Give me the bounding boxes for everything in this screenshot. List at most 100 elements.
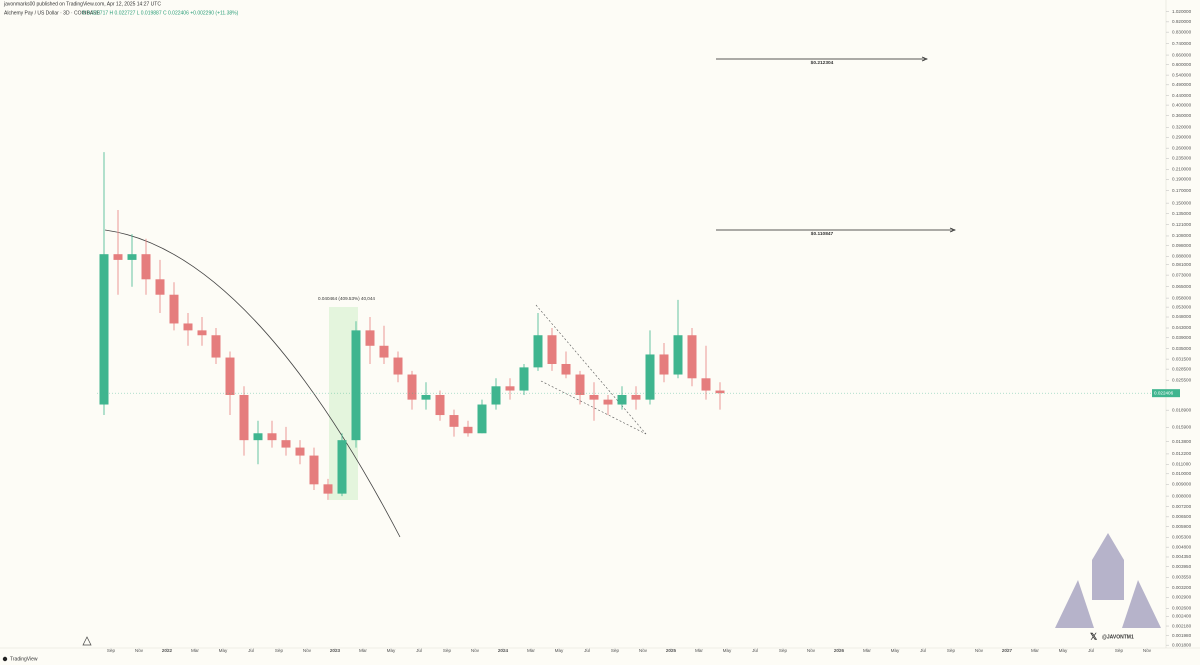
y-tick-label: 0.830000	[1172, 29, 1192, 34]
y-tick-label: 0.005900	[1172, 524, 1192, 529]
candle-body	[561, 363, 571, 375]
y-tick-label: 0.001980	[1172, 633, 1192, 638]
y-tick-label: 0.121000	[1172, 222, 1192, 227]
candle-body	[295, 447, 305, 456]
y-tick-label: 0.290000	[1172, 134, 1192, 139]
candle-body	[449, 415, 459, 427]
y-tick-label: 0.098000	[1172, 243, 1192, 248]
candle-body	[533, 335, 543, 368]
candle-body	[337, 440, 347, 494]
last-price-tag	[1152, 389, 1180, 398]
x-tick-label: May	[219, 648, 228, 653]
y-tick-label: 0.135000	[1172, 211, 1192, 216]
x-tick-label: 2024	[498, 648, 509, 653]
y-tick-label: 0.010000	[1172, 471, 1192, 476]
y-tick-label: 1.020000	[1172, 9, 1192, 14]
drawing-icon	[82, 636, 92, 646]
y-tick-label: 0.170000	[1172, 188, 1192, 193]
candle-body	[435, 394, 445, 416]
y-tick-label: 0.043000	[1172, 325, 1192, 330]
watermark-logo	[1055, 533, 1161, 628]
y-tick-label: 0.002600	[1172, 606, 1192, 611]
x-tick-label: 2023	[330, 648, 341, 653]
candle-body	[477, 404, 487, 434]
y-tick-label: 0.025500	[1172, 377, 1192, 382]
x-tick-label: Mar	[1031, 648, 1039, 653]
y-tick-label: 0.150000	[1172, 200, 1192, 205]
x-tick-label: May	[723, 648, 732, 653]
parabola-curve	[104, 229, 401, 538]
y-tick-label: 0.320000	[1172, 125, 1192, 130]
y-tick-label: 0.058000	[1172, 295, 1192, 300]
y-tick-label: 0.006500	[1172, 514, 1192, 519]
x-tick-label: Jul	[416, 648, 422, 653]
x-tick-label: Mar	[191, 648, 199, 653]
x-logo: 𝕏	[1090, 631, 1098, 641]
x-tick-label: May	[891, 648, 900, 653]
y-tick-label: 0.660000	[1172, 52, 1192, 57]
y-tick-label: 0.002180	[1172, 623, 1192, 628]
target-label: $0.110847	[811, 231, 834, 237]
candle-body	[113, 254, 123, 260]
y-tick-label: 0.540000	[1172, 72, 1192, 77]
candle-body	[309, 455, 319, 485]
y-tick-label: 0.003550	[1172, 575, 1192, 580]
candle-body	[575, 374, 585, 395]
y-tick-label: 0.009000	[1172, 482, 1192, 487]
candle-body	[491, 386, 501, 405]
candle-body	[673, 335, 683, 375]
y-tick-label: 0.012200	[1172, 451, 1192, 456]
candle-body	[365, 330, 375, 346]
y-tick-label: 0.190000	[1172, 177, 1192, 182]
y-tick-label: 0.015900	[1172, 425, 1192, 430]
x-tick-label: Jul	[248, 648, 254, 653]
candle-body	[645, 354, 655, 400]
footer-brand: TradingView	[10, 656, 38, 662]
target-arrow	[949, 227, 956, 233]
y-tick-label: 0.008000	[1172, 493, 1192, 498]
x-tick-label: Jul	[920, 648, 926, 653]
target-arrow	[921, 56, 928, 62]
y-tick-label: 0.920000	[1172, 19, 1192, 24]
y-tick-label: 0.035000	[1172, 346, 1192, 351]
x-tick-label: Nov	[975, 648, 984, 653]
candle-body	[603, 399, 613, 405]
symbol-title: Alchemy Pay / US Dollar · 3D · COINBASE	[4, 10, 101, 16]
candle-body	[99, 254, 109, 405]
x-tick-label: Jul	[584, 648, 590, 653]
candle-body	[631, 394, 641, 400]
candle-body	[141, 254, 151, 280]
y-tick-label: 0.005300	[1172, 534, 1192, 539]
y-tick-label: 0.013800	[1172, 439, 1192, 444]
candle-body	[659, 354, 669, 375]
y-tick-label: 0.260000	[1172, 145, 1192, 150]
candle-body	[379, 345, 389, 358]
x-tick-label: Nov	[303, 648, 312, 653]
x-tick-label: 2027	[1002, 648, 1013, 653]
x-tick-label: Jul	[1088, 648, 1094, 653]
candle-body	[393, 357, 403, 375]
candle-body	[225, 357, 235, 395]
y-tick-label: 0.440000	[1172, 93, 1192, 98]
x-tick-label: Mar	[359, 648, 367, 653]
x-tick-label: Sep	[779, 648, 788, 653]
logo-sides	[1055, 580, 1161, 628]
y-tick-label: 0.003200	[1172, 585, 1192, 590]
y-tick-label: 0.002400	[1172, 614, 1192, 619]
y-tick-label: 0.039000	[1172, 335, 1192, 340]
candle-body	[519, 367, 529, 391]
y-tick-label: 0.048000	[1172, 314, 1192, 319]
x-tick-label: Sep	[107, 648, 116, 653]
y-tick-label: 0.053000	[1172, 304, 1192, 309]
y-tick-label: 0.007200	[1172, 504, 1192, 509]
wedge-upper	[535, 304, 647, 435]
x-tick-label: May	[1059, 648, 1068, 653]
x-tick-label: Mar	[527, 648, 535, 653]
candle-body	[617, 394, 627, 405]
candle-body	[505, 386, 515, 391]
x-tick-label: Nov	[807, 648, 816, 653]
last-price-label: 0.022406	[1154, 390, 1174, 395]
watermark-handle: @JAVONTM1	[1102, 634, 1134, 640]
y-tick-label: 0.600000	[1172, 62, 1192, 67]
